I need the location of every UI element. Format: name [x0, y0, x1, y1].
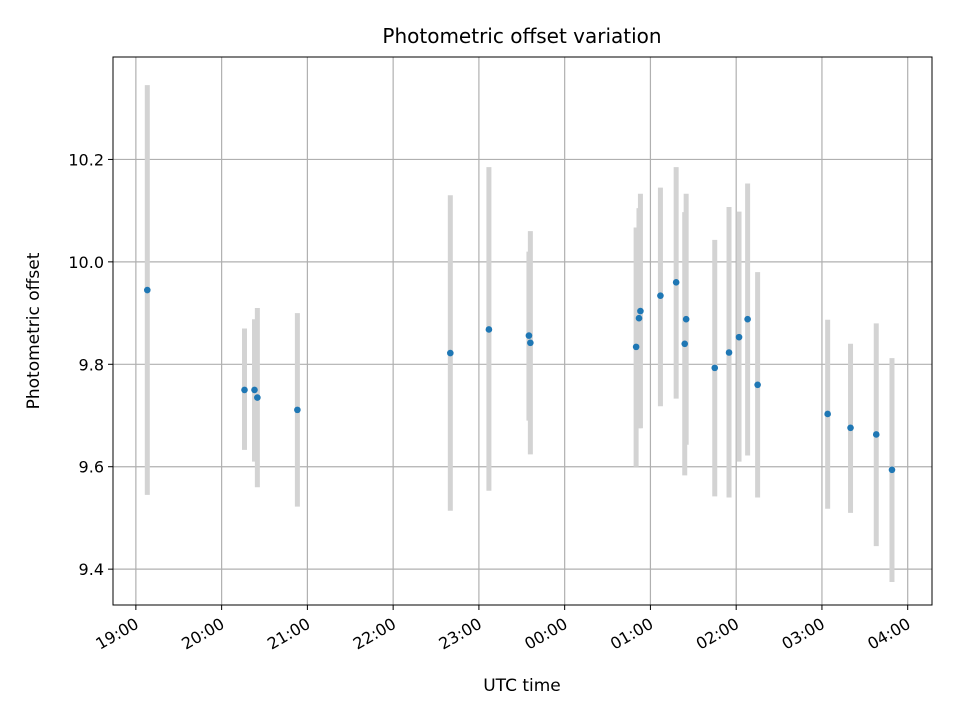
data-point [635, 314, 643, 322]
data-point [711, 364, 719, 372]
x-tick-label: 04:00 [864, 614, 913, 654]
x-axis-label: UTC time [483, 676, 561, 696]
x-tick-label: 00:00 [521, 614, 570, 654]
x-tick-label: 22:00 [350, 614, 399, 654]
x-tick-label: 20:00 [178, 614, 227, 654]
y-tick-label: 9.6 [79, 458, 104, 477]
data-point [888, 466, 896, 474]
x-tick-label: 23:00 [435, 614, 484, 654]
data-point [144, 286, 151, 294]
data-point [637, 307, 644, 315]
data-point [485, 326, 493, 333]
data-point [672, 279, 680, 286]
x-tick-label: 03:00 [779, 614, 828, 654]
data-point [527, 339, 534, 347]
data-point [682, 315, 690, 323]
data-point [657, 292, 664, 299]
data-point [754, 381, 761, 389]
data-point [681, 340, 689, 348]
data-point [847, 424, 854, 432]
data-point [254, 394, 261, 401]
data-point [632, 343, 640, 351]
x-tick-label: 19:00 [92, 614, 141, 654]
data-point [735, 333, 743, 341]
data-point [251, 386, 258, 394]
chart-title: Photometric offset variation [382, 24, 661, 48]
y-axis-label: Photometric offset [24, 252, 44, 409]
plot-frame [112, 56, 933, 606]
x-tick-label: 21:00 [264, 614, 313, 654]
x-axis-ticks: 19:00 20:00 21:00 22:00 23:00 00:00 01:00 02:00… [92, 605, 914, 654]
data-point [872, 431, 880, 438]
data-point [241, 386, 248, 394]
y-tick-label: 9.4 [79, 560, 104, 579]
y-tick-label: 10.2 [68, 150, 104, 169]
x-tick-label: 02:00 [693, 614, 742, 654]
data-points [144, 279, 896, 474]
y-tick-label: 9.8 [79, 355, 104, 374]
data-point [744, 315, 751, 323]
data-point [725, 349, 733, 356]
data-point [824, 410, 831, 418]
data-point [525, 332, 533, 339]
grid [113, 57, 932, 605]
y-tick-label: 10.0 [68, 253, 104, 272]
data-point [294, 406, 301, 414]
data-point [447, 349, 454, 357]
x-tick-label: 01:00 [607, 614, 656, 654]
y-axis-ticks: 9.4 9.6 9.8 10.0 10.2 [68, 150, 113, 579]
